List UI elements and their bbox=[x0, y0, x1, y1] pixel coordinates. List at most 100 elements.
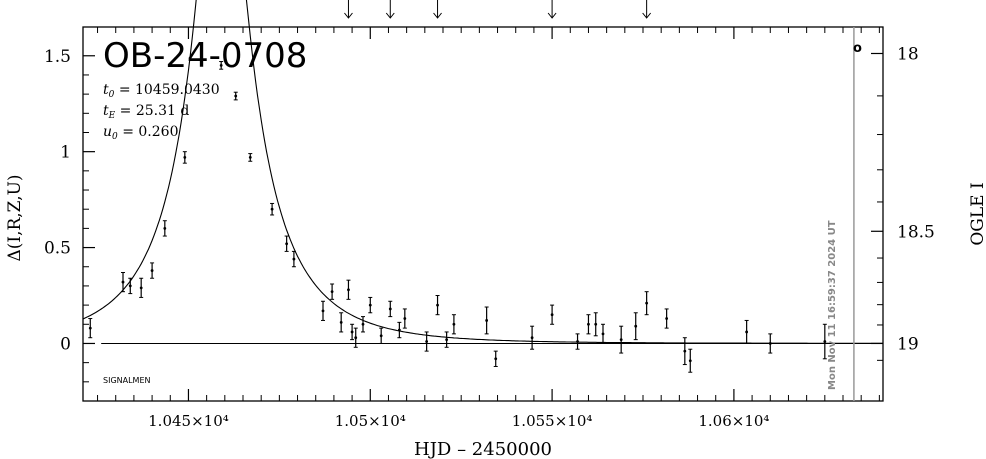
model-curve-layer bbox=[82, 0, 883, 401]
data-point bbox=[593, 312, 598, 337]
data-point bbox=[644, 291, 649, 316]
point-marker bbox=[248, 156, 252, 159]
data-point bbox=[339, 312, 344, 333]
data-point bbox=[530, 325, 535, 350]
data-point bbox=[586, 314, 591, 335]
corner-mark: o bbox=[853, 41, 862, 56]
data-point bbox=[435, 295, 440, 316]
point-marker bbox=[576, 340, 579, 343]
data-point bbox=[633, 312, 638, 341]
point-marker bbox=[452, 322, 456, 326]
param-t0: t0 = 10459.0430 bbox=[103, 82, 220, 100]
data-point bbox=[379, 327, 384, 344]
data-point bbox=[619, 325, 624, 354]
data-point bbox=[601, 323, 605, 344]
data-point bbox=[139, 277, 144, 298]
data-point bbox=[493, 350, 498, 367]
point-marker bbox=[234, 94, 238, 98]
data-point bbox=[682, 337, 687, 366]
point-marker bbox=[347, 288, 350, 292]
plot-frame bbox=[82, 26, 884, 402]
data-point bbox=[744, 319, 749, 344]
point-marker bbox=[823, 340, 827, 343]
point-marker bbox=[665, 317, 669, 320]
point-marker bbox=[285, 242, 289, 246]
point-marker bbox=[403, 317, 407, 320]
y-tick-label: 1.5 bbox=[44, 47, 71, 67]
plot-frame-layer bbox=[82, 26, 884, 402]
point-marker bbox=[368, 303, 372, 307]
observation-arrow bbox=[385, 0, 395, 19]
data-point bbox=[424, 331, 429, 352]
data-point bbox=[270, 202, 275, 216]
data-point bbox=[361, 316, 365, 333]
point-marker bbox=[494, 357, 498, 361]
point-marker bbox=[139, 286, 143, 290]
data-point bbox=[121, 271, 125, 293]
data-point bbox=[291, 250, 296, 268]
point-marker bbox=[121, 280, 125, 284]
arrow-head bbox=[385, 12, 395, 19]
data-point bbox=[182, 151, 187, 164]
data-point bbox=[444, 331, 449, 348]
param-tE: tE = 25.31 d bbox=[103, 103, 189, 121]
point-marker bbox=[388, 307, 392, 311]
point-marker bbox=[292, 257, 296, 261]
data-point bbox=[664, 308, 669, 329]
data-point bbox=[368, 296, 373, 314]
point-marker bbox=[745, 330, 749, 334]
point-marker bbox=[183, 156, 187, 159]
observation-arrow bbox=[547, 0, 557, 19]
x-axis-label: HJD – 2450000 bbox=[414, 439, 552, 459]
data-point bbox=[162, 220, 167, 237]
param-u0: u0 = 0.260 bbox=[103, 124, 178, 142]
point-marker bbox=[768, 342, 772, 345]
point-marker bbox=[163, 226, 167, 230]
arrow-head bbox=[547, 12, 557, 19]
observation-arrow bbox=[344, 0, 353, 19]
point-marker bbox=[270, 207, 274, 211]
data-point bbox=[150, 262, 155, 279]
data-point bbox=[822, 323, 827, 360]
data-point bbox=[353, 327, 358, 348]
arrow-head bbox=[642, 12, 652, 19]
point-marker bbox=[339, 320, 343, 324]
right-axis-label: OGLE I bbox=[968, 182, 986, 245]
point-marker bbox=[128, 284, 132, 288]
point-marker bbox=[445, 338, 449, 342]
observation-arrow bbox=[642, 0, 652, 19]
point-marker bbox=[683, 349, 687, 353]
data-point bbox=[233, 91, 238, 101]
point-marker bbox=[619, 338, 623, 342]
data-point bbox=[321, 300, 325, 321]
point-marker bbox=[88, 326, 92, 330]
data-point bbox=[451, 314, 456, 335]
point-marker bbox=[587, 322, 590, 326]
y-tick-label: 0.5 bbox=[44, 239, 71, 259]
point-marker bbox=[601, 332, 605, 336]
point-marker bbox=[379, 334, 383, 338]
point-marker bbox=[550, 313, 554, 317]
point-marker bbox=[397, 328, 401, 332]
point-marker bbox=[350, 330, 354, 334]
point-marker bbox=[485, 319, 489, 322]
point-marker bbox=[645, 301, 649, 305]
data-point bbox=[350, 323, 355, 341]
data-point bbox=[219, 61, 224, 70]
y-axis-label: Δ(I,R,Z,U) bbox=[5, 174, 25, 261]
arrows-layer bbox=[344, 0, 652, 19]
data-point bbox=[397, 321, 402, 339]
data-point bbox=[88, 318, 93, 339]
footnote-label: SIGNALMEN bbox=[103, 376, 151, 385]
point-marker bbox=[330, 290, 334, 294]
data-point bbox=[330, 283, 335, 300]
y-tick-label: 1 bbox=[60, 143, 71, 163]
data-point bbox=[402, 308, 407, 329]
timestamp-label: Mon Nov 11 16:59:37 2024 UT bbox=[827, 220, 838, 390]
data-point bbox=[128, 277, 133, 295]
point-marker bbox=[594, 322, 598, 326]
data-points-layer bbox=[88, 61, 827, 373]
data-point bbox=[284, 235, 289, 252]
data-point bbox=[688, 348, 693, 373]
